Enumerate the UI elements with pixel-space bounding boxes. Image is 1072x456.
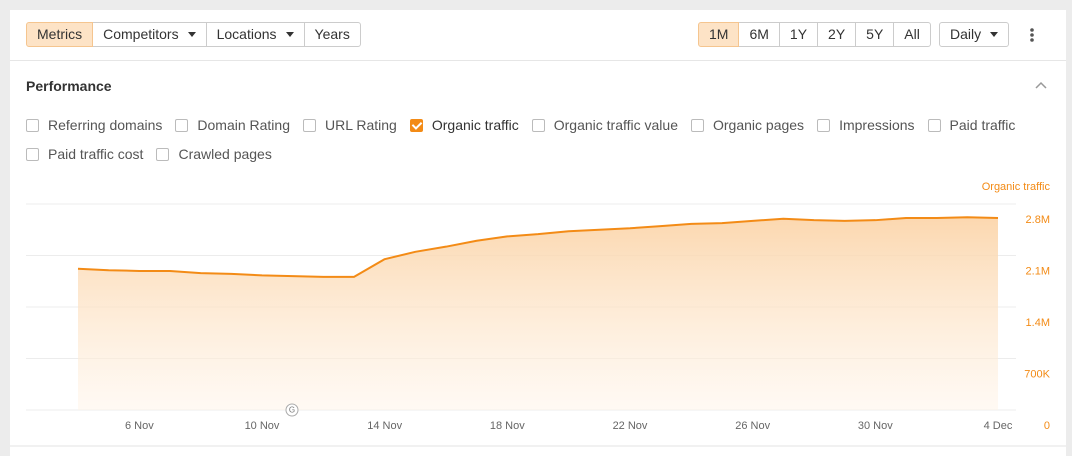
metric-label: Paid traffic	[949, 117, 1016, 133]
range-tab-label: 2Y	[828, 26, 846, 42]
range-tab-label: 5Y	[866, 26, 884, 42]
collapse-toggle[interactable]	[1034, 80, 1048, 90]
metric-option[interactable]: Domain Rating	[175, 116, 290, 134]
metric-label: Organic pages	[713, 117, 805, 133]
metric-option[interactable]: Crawled pages	[156, 145, 272, 163]
metric-label: Referring domains	[48, 117, 163, 133]
checkbox	[156, 147, 170, 161]
range-tab-label: 1M	[709, 26, 729, 42]
view-tab-label: Competitors	[103, 26, 179, 42]
checkbox	[817, 118, 831, 132]
metric-option[interactable]: Organic traffic value	[531, 116, 678, 134]
checkbox	[26, 147, 39, 161]
interval-label: Daily	[950, 26, 982, 42]
view-tab[interactable]: Years	[303, 22, 361, 47]
checkbox	[303, 118, 316, 132]
range-tab[interactable]: 5Y	[855, 22, 895, 47]
metric-option[interactable]: URL Rating	[303, 116, 397, 134]
checkbox	[175, 118, 189, 132]
panel: Metrics Competitors Locations Years 1M 6M 1Y 2…	[10, 10, 1066, 456]
range-tab[interactable]: 1M	[698, 22, 740, 47]
view-tab[interactable]: Metrics	[26, 22, 94, 47]
metric-option[interactable]: Impressions	[817, 116, 915, 134]
more-menu[interactable]	[1026, 27, 1038, 45]
view-tab-label: Metrics	[37, 26, 83, 42]
checkbox	[691, 118, 704, 132]
range-tab[interactable]: 2Y	[817, 22, 857, 47]
metric-option[interactable]: Organic pages	[691, 116, 804, 134]
metric-label: URL Rating	[325, 117, 397, 133]
range-tab-label: 6M	[749, 26, 769, 42]
checkbox	[927, 118, 941, 132]
range-tab[interactable]: All	[893, 22, 931, 47]
metric-label: Impressions	[839, 117, 915, 133]
interval-dropdown[interactable]: Daily	[939, 22, 1010, 47]
metric-label: Organic traffic	[431, 117, 519, 133]
metric-label: Crawled pages	[178, 146, 272, 162]
view-tab-label: Years	[314, 26, 350, 42]
checkbox	[409, 118, 423, 132]
panel-title: Performance	[26, 78, 112, 94]
view-tab[interactable]: Competitors	[92, 22, 207, 47]
metric-option[interactable]: Paid traffic	[927, 116, 1016, 134]
caret	[187, 32, 196, 37]
range-tab-label: All	[904, 26, 920, 42]
range-tab[interactable]: 6M	[738, 22, 780, 47]
checkbox	[531, 118, 545, 132]
metric-option[interactable]: Paid traffic cost	[26, 145, 143, 163]
range-tab[interactable]: 1Y	[778, 22, 819, 47]
view-tab-label: Locations	[216, 26, 277, 42]
metric-label: Organic traffic value	[553, 117, 678, 133]
checkbox	[26, 118, 39, 132]
interval-group: Daily	[939, 22, 1010, 47]
metric-list: Referring domains Domain Rating URL Rating…	[26, 116, 1036, 163]
range-tab-label: 1Y	[789, 26, 808, 42]
metric-label: Paid traffic cost	[48, 146, 144, 162]
metric-option[interactable]: Organic traffic	[409, 116, 519, 134]
caret	[990, 32, 999, 37]
metric-label: Domain Rating	[197, 117, 290, 133]
view-tabs: Metrics Competitors Locations Years	[26, 22, 361, 47]
metric-option[interactable]: Referring domains	[26, 116, 162, 134]
divider	[10, 60, 1066, 61]
view-tab[interactable]: Locations	[205, 22, 305, 47]
caret	[285, 32, 294, 37]
range-tabs: 1M 6M 1Y 2Y 5Y All	[698, 22, 931, 47]
